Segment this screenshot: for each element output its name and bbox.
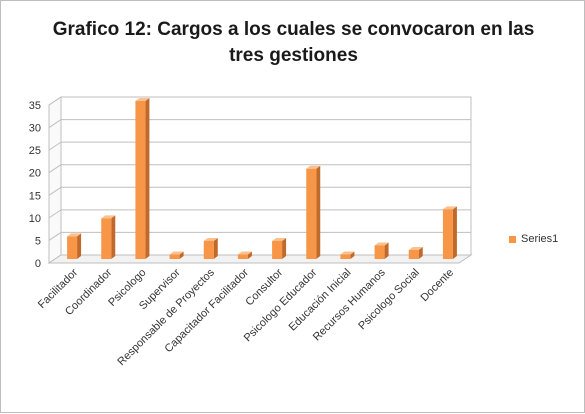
bar-top	[237, 251, 252, 255]
bar-top	[101, 215, 116, 219]
chart-title: Grafico 12: Cargos a los cuales se convo…	[41, 17, 546, 69]
y-tick-label: 30	[29, 123, 41, 135]
gridline-side	[48, 96, 62, 106]
x-tick-label: Docente	[419, 267, 456, 304]
bar	[442, 209, 453, 259]
back-wall	[60, 96, 472, 256]
bar-top	[340, 251, 355, 255]
floor	[47, 254, 473, 264]
bar-side	[179, 251, 184, 259]
bar-top	[135, 98, 150, 101]
bar-top	[203, 237, 218, 241]
bar	[306, 168, 317, 259]
bar	[272, 240, 283, 259]
bar	[374, 245, 385, 259]
bar-side	[282, 237, 287, 259]
bar-side	[350, 251, 355, 259]
y-tick-label: 0	[35, 258, 41, 270]
bar	[169, 254, 180, 259]
gridline-side	[48, 186, 62, 196]
bar-top	[442, 206, 457, 210]
bar-top	[374, 242, 389, 246]
legend: Series1	[509, 233, 558, 245]
bar	[67, 236, 78, 259]
bar-side	[111, 215, 116, 259]
bar-top	[67, 233, 82, 237]
gridline-side	[48, 164, 62, 174]
bar	[135, 101, 146, 259]
x-tick-label: Psicologo Social	[356, 267, 422, 333]
bar-side	[384, 242, 389, 259]
bar-side	[418, 246, 423, 259]
bar	[203, 240, 214, 259]
y-tick-label: 5	[35, 235, 41, 247]
legend-swatch	[509, 235, 516, 243]
x-tick-label: Educación Inicial	[287, 267, 354, 334]
bar-side	[316, 165, 321, 259]
bar	[408, 249, 419, 259]
gridline-side	[48, 141, 62, 151]
gridline-side	[48, 119, 62, 128]
chart-title-line-2: tres gestiones	[229, 45, 358, 66]
gridline-side	[48, 232, 62, 241]
bar-top	[272, 237, 287, 241]
bar-side	[452, 206, 457, 259]
bar-side	[145, 98, 150, 259]
bar	[237, 254, 248, 259]
bar	[101, 218, 112, 259]
y-tick-label: 35	[29, 100, 41, 112]
chart-title-line-1: Grafico 12: Cargos a los cuales se convo…	[52, 19, 535, 40]
bar	[340, 254, 351, 259]
y-tick-label: 25	[29, 145, 41, 157]
bar-top	[306, 165, 321, 169]
bar-side	[213, 237, 218, 259]
bar-top	[169, 251, 184, 255]
y-tick-label: 20	[29, 168, 41, 180]
y-tick-label: 10	[29, 213, 41, 225]
y-tick-label: 15	[29, 190, 41, 202]
side-wall	[48, 96, 62, 264]
legend-label: Series1	[521, 233, 559, 245]
bar-side	[77, 233, 82, 259]
gridline-side	[48, 209, 62, 219]
bar-top	[408, 246, 423, 250]
bar-side	[247, 251, 252, 259]
